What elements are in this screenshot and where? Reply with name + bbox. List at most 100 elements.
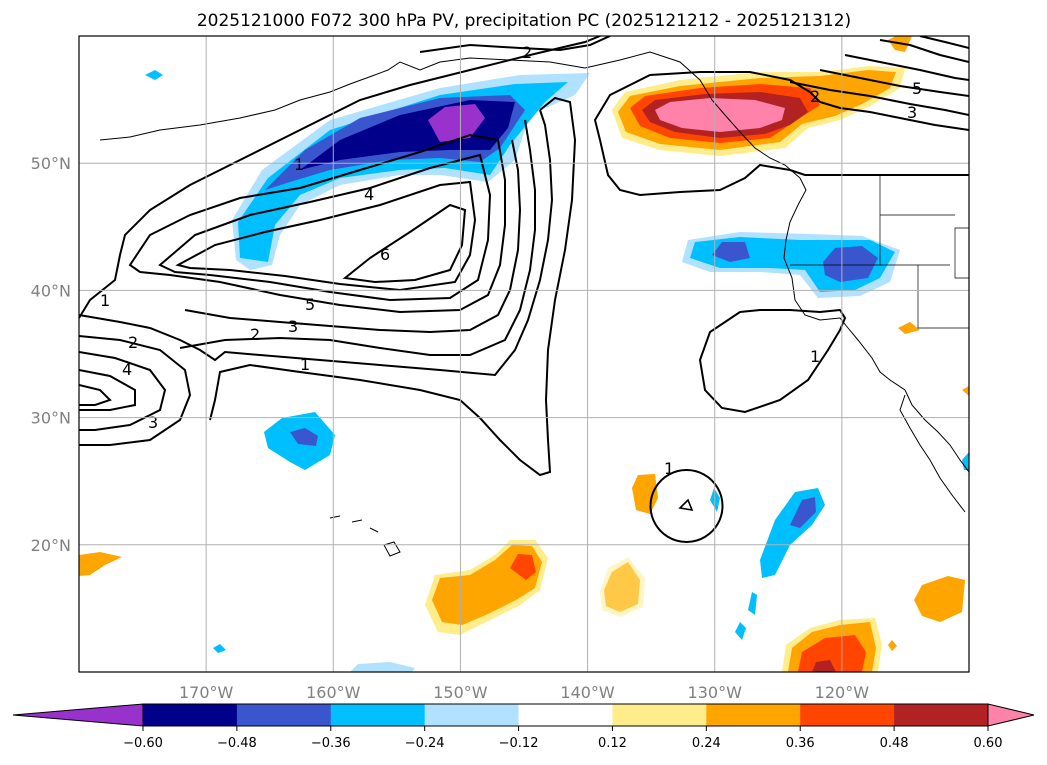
pv-contour-label: 5	[305, 295, 315, 314]
map-frame	[78, 35, 970, 673]
gridlines	[79, 36, 969, 672]
pv-contour-label: 1	[100, 291, 110, 310]
pv-contour-northeast-6	[879, 39, 969, 63]
coastline-aleutians	[99, 57, 586, 141]
latitude-tick-labels: 50°N 40°N 30°N 20°N	[31, 154, 71, 555]
pv-contour-label: 6	[380, 245, 390, 264]
lat-tick-label: 50°N	[31, 154, 71, 173]
precip-blob-140w-18n-inner	[510, 554, 536, 580]
precip-blob-tiny-1	[145, 70, 163, 80]
precip-blob-122w-core	[812, 660, 836, 672]
pv-contour-label: 4	[122, 360, 132, 379]
pv-contour-label: 2	[128, 333, 138, 352]
pv-contour-west-2	[79, 351, 167, 431]
colorbar-tick-label: −0.12	[499, 736, 539, 751]
colorbar-tick-label: 0.12	[598, 736, 627, 751]
colorbar-segment	[800, 704, 895, 726]
pv-contour-northeast-4	[819, 69, 969, 97]
pv-contour-west-3	[79, 369, 136, 411]
precip-blob-24n-inner	[790, 497, 816, 528]
pv-contour-label: 4	[364, 185, 374, 204]
pv-contour-5	[158, 153, 492, 302]
pv-contour-label: 2	[250, 325, 260, 344]
lon-tick-label: 120°W	[815, 683, 870, 702]
colorbar-tick-label: −0.60	[123, 736, 163, 751]
pv-contour-label: 3	[907, 103, 917, 122]
pv-contour-label: 1	[294, 155, 304, 174]
pv-contours	[79, 36, 969, 543]
precip-blob-small-1	[748, 592, 757, 615]
coastline-baja	[899, 394, 966, 513]
pv-contour-west-1	[79, 335, 192, 446]
pv-contour-west-4	[79, 384, 112, 406]
precip-blob-small-5	[888, 640, 897, 651]
colorbar-segment	[424, 704, 520, 726]
chart-title: 2025121000 F072 300 hPa PV, precipitatio…	[197, 11, 851, 31]
pv-contour-label: 2	[522, 43, 532, 62]
precip-blob-small-2	[735, 622, 746, 640]
precip-blob-small-6	[962, 386, 969, 396]
colorbar-extend-low	[12, 703, 144, 727]
precip-blob-small-4	[898, 322, 920, 334]
precip-blob-west-coast-inner-2	[823, 246, 878, 282]
colorbar: −0.60 −0.48 −0.36 −0.24 −0.12 0.12 0.24 0.36 0.4…	[12, 703, 1035, 751]
pv-contour-label: 1	[300, 355, 310, 374]
coastline-alaska-southeast	[584, 51, 801, 179]
hawaii-islands	[329, 515, 401, 557]
colorbar-frame	[142, 703, 989, 727]
precip-blob-west-edge	[79, 552, 122, 576]
colorbar-segment	[143, 704, 238, 726]
colorbar-segment	[894, 704, 989, 726]
lon-tick-label: 160°W	[306, 683, 361, 702]
colorbar-extend-high	[987, 703, 1035, 727]
pv-contour-4	[128, 133, 506, 314]
colorbar-segment	[706, 704, 801, 726]
pv-contour-label: 1	[810, 347, 820, 366]
pv-contour-loop-east	[698, 308, 847, 414]
pv-contour-circle-inner	[678, 498, 694, 512]
precip-blob-north-pacific-max	[428, 104, 485, 142]
colorbar-tick-label: 0.36	[786, 736, 815, 751]
colorbar-tick-label: 0.60	[974, 736, 1003, 751]
precip-blob-tiny-2	[213, 644, 226, 653]
coastlines	[99, 51, 969, 557]
pv-contour-labels: 2 5 3 2 1 4 6 5 3 2 1 1 2 4 3 1 1	[100, 43, 922, 478]
colorbar-tick-label: 0.24	[692, 736, 721, 751]
colorbar-tick-label: −0.24	[405, 736, 445, 751]
pv-contour-1-south	[79, 109, 554, 377]
pv-contour-label: 3	[148, 413, 158, 432]
pv-contour-northeast-5	[844, 54, 969, 81]
pv-contour-circle-1	[649, 469, 724, 543]
coastline-british-columbia	[783, 177, 969, 473]
lat-tick-label: 40°N	[31, 281, 71, 300]
pv-contour-3	[184, 139, 522, 334]
pv-contour-label: 1	[664, 459, 674, 478]
precip-blob-122w-inner	[798, 635, 866, 672]
longitude-tick-labels: 170°W 160°W 150°W 140°W 130°W 120°W	[179, 683, 869, 702]
colorbar-segment	[330, 704, 426, 726]
pv-contour-1-outer	[79, 36, 601, 319]
lon-tick-label: 140°W	[560, 683, 615, 702]
precip-blob-30n-inner	[290, 428, 318, 446]
pv-contour-northeast-7	[919, 36, 969, 49]
lon-tick-label: 170°W	[179, 683, 234, 702]
pv-contour-northeast-1-east	[599, 139, 969, 197]
pv-contour-northeast-3	[789, 81, 969, 116]
precip-blob-gulf-alaska-max	[655, 98, 785, 132]
pv-contour-6-ring	[175, 180, 477, 292]
lon-tick-label: 130°W	[688, 683, 743, 702]
colorbar-segment	[236, 704, 332, 726]
precip-blob-bottom	[350, 662, 415, 672]
colorbar-tick-label: −0.36	[311, 736, 351, 751]
colorbar-segment	[612, 704, 707, 726]
pv-contour-2	[179, 119, 536, 356]
colorbar-segment	[518, 704, 613, 726]
precip-blob-east-18n	[914, 576, 965, 622]
precip-blob-west-coast-inner-1	[712, 242, 750, 262]
pv-contour-label: 2	[810, 87, 820, 106]
lat-tick-label: 20°N	[31, 536, 71, 555]
map-panel: 2 5 3 2 1 4 6 5 3 2 1 1 2 4 3 1 1	[31, 35, 970, 702]
pv-contour-label: 3	[288, 317, 298, 336]
border-states	[790, 175, 969, 329]
